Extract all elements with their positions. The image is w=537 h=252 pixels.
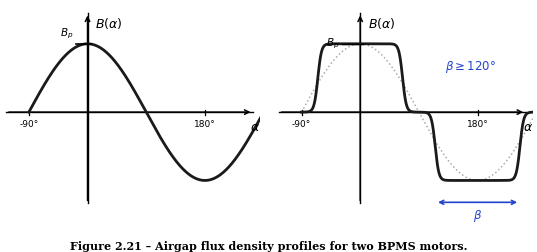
Text: $B(\alpha)$: $B(\alpha)$ — [368, 16, 396, 31]
Text: $\mathit{B_p}$: $\mathit{B_p}$ — [326, 37, 339, 51]
Text: -90°: -90° — [292, 120, 311, 129]
Text: $\beta \geq 120°$: $\beta \geq 120°$ — [445, 59, 496, 75]
Text: $\mathit{B_p}$: $\mathit{B_p}$ — [60, 27, 73, 41]
Text: 180°: 180° — [467, 120, 489, 129]
Text: $\beta$: $\beta$ — [473, 208, 482, 224]
Text: -90°: -90° — [19, 120, 39, 129]
Text: $B(\alpha)$: $B(\alpha)$ — [96, 16, 123, 31]
Text: $\alpha$: $\alpha$ — [523, 121, 533, 134]
Text: Figure 2.21 – Airgap flux density profiles for two BPMS motors.: Figure 2.21 – Airgap flux density profil… — [70, 241, 467, 252]
Text: $\alpha$: $\alpha$ — [250, 121, 260, 134]
Text: 180°: 180° — [194, 120, 216, 129]
